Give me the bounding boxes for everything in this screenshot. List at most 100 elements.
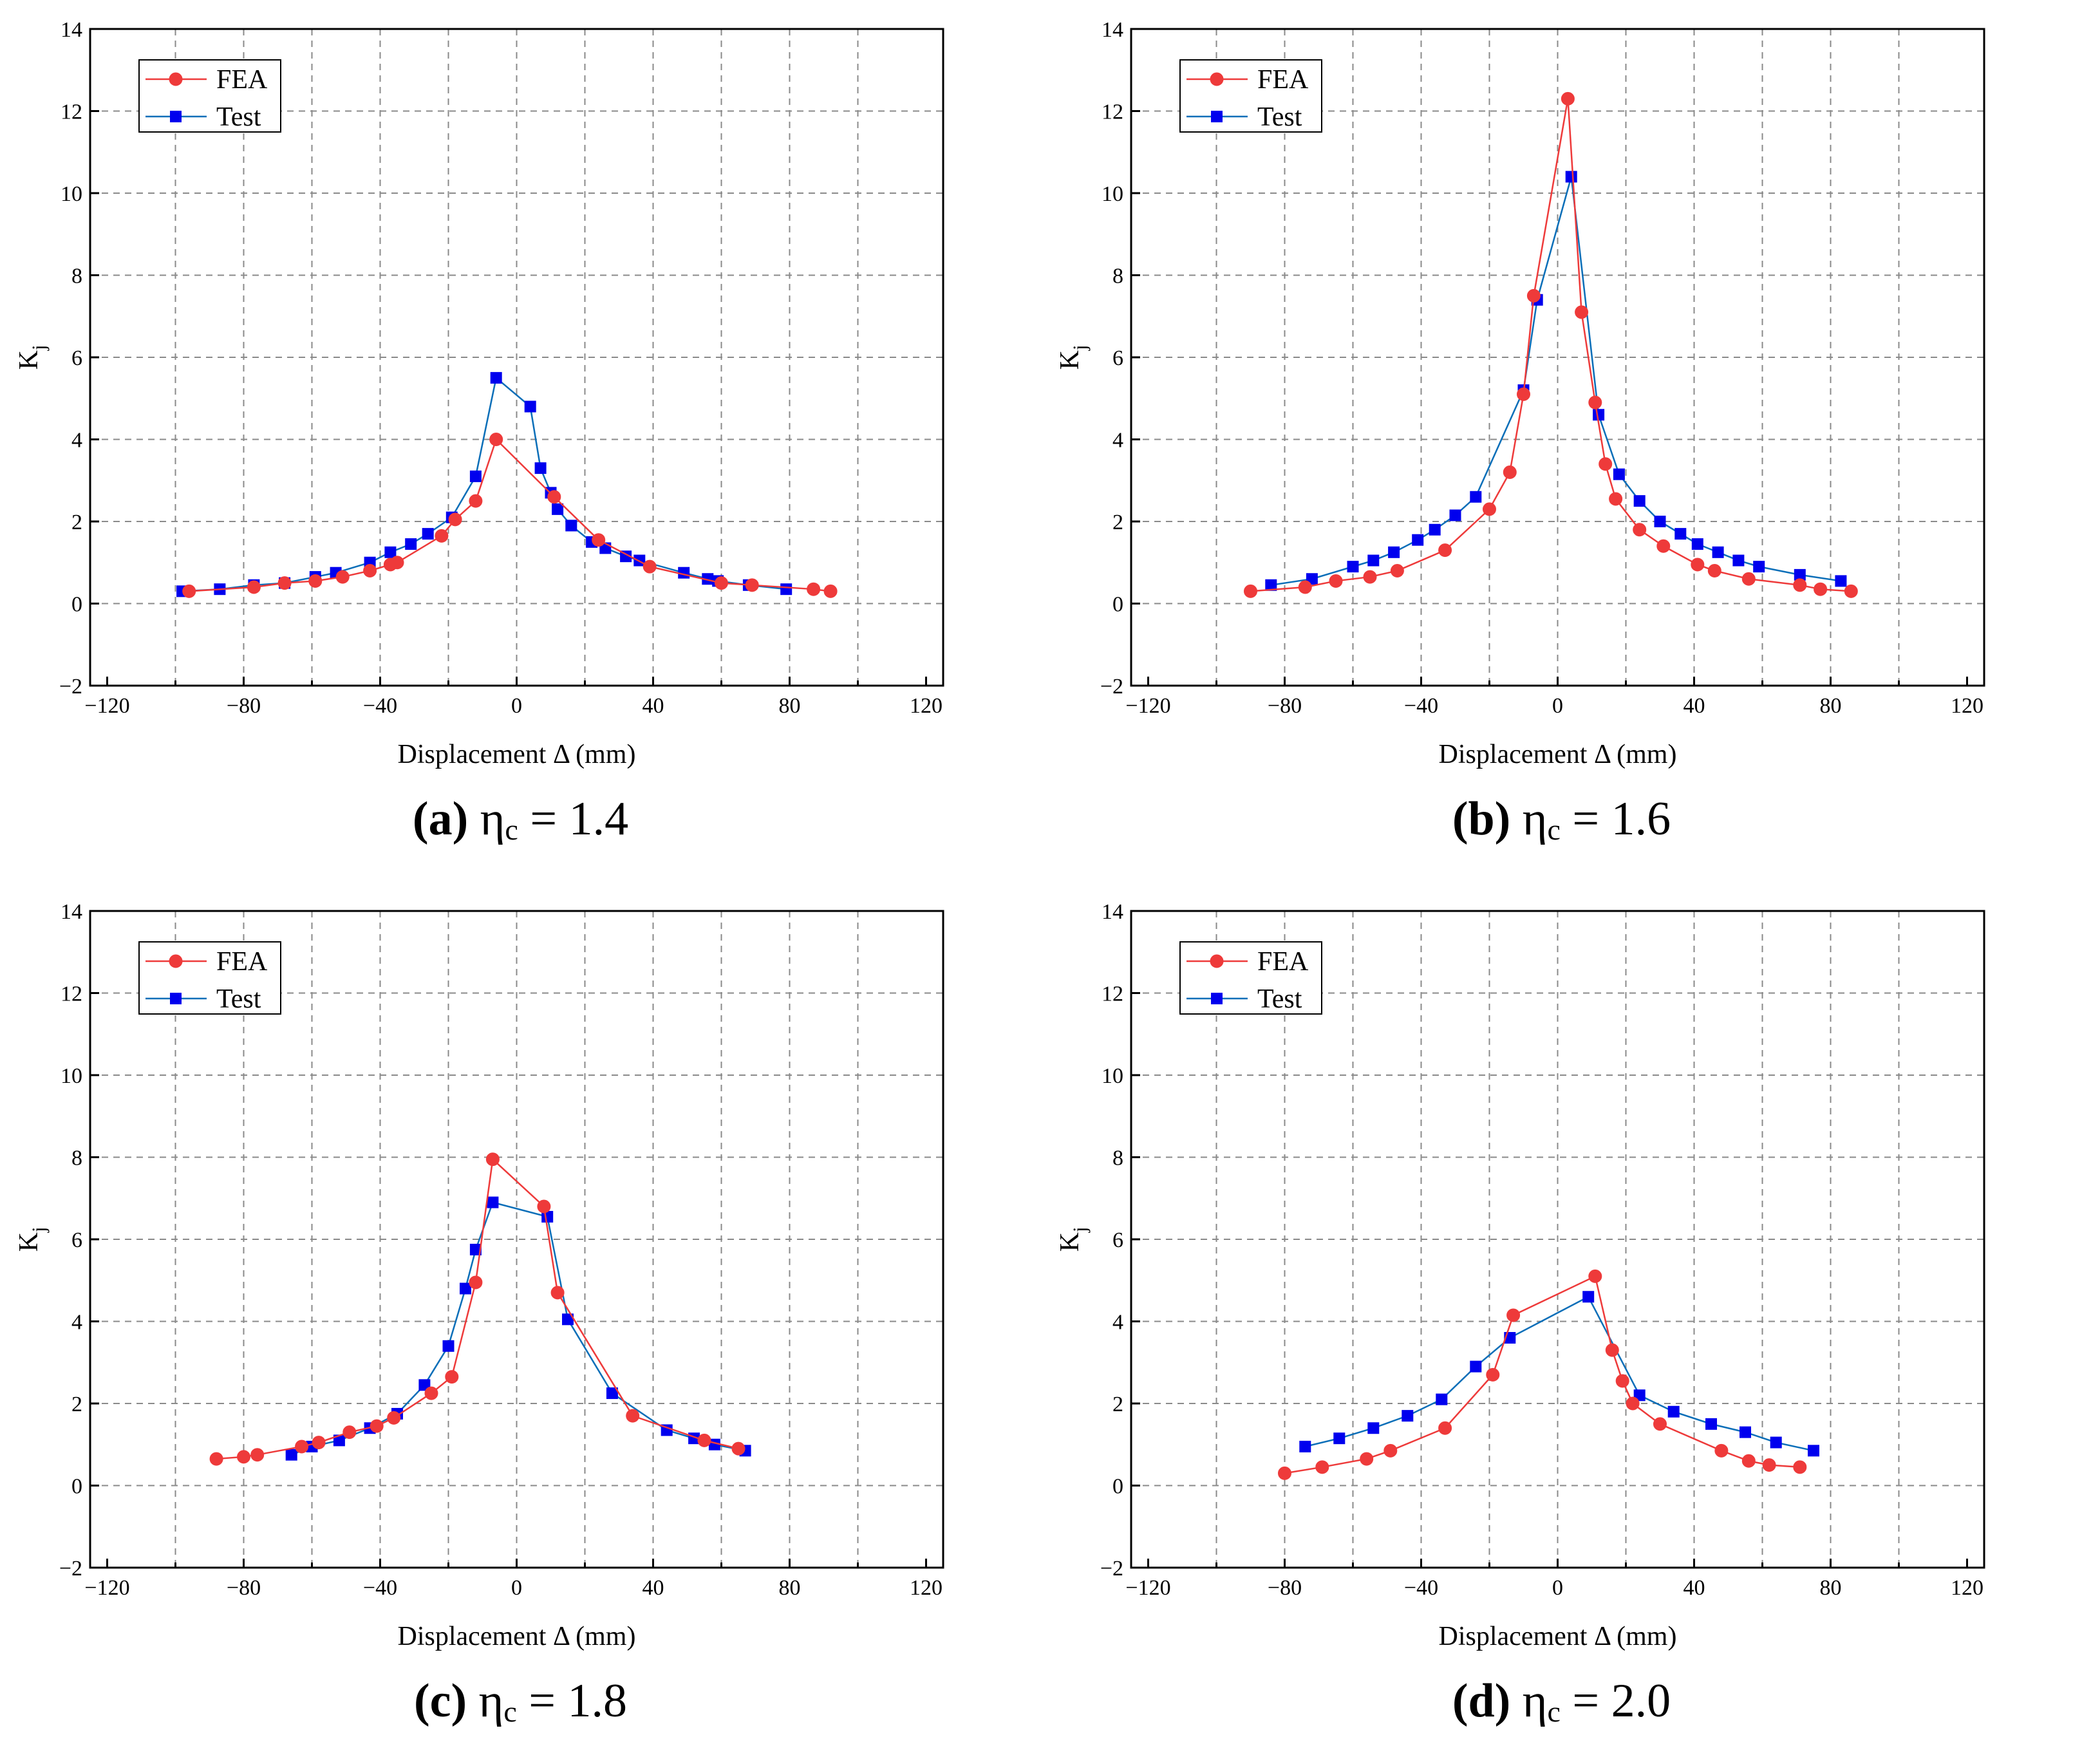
y-tick-label: −2 xyxy=(1100,675,1123,699)
data-point xyxy=(1793,578,1807,592)
y-tick-label: 4 xyxy=(1112,429,1123,453)
data-point xyxy=(552,503,564,515)
caption-value: 1.8 xyxy=(567,1675,628,1727)
data-point xyxy=(1333,1432,1346,1445)
data-point xyxy=(1565,171,1577,183)
data-point xyxy=(250,1448,265,1462)
caption-subscript: c xyxy=(503,1695,517,1728)
y-tick-label: 8 xyxy=(71,265,82,288)
data-point xyxy=(534,462,547,474)
data-point xyxy=(1390,564,1404,577)
y-tick-label: 10 xyxy=(61,1064,82,1088)
caption-symbol: η xyxy=(480,793,505,845)
data-point xyxy=(182,584,196,598)
data-point xyxy=(565,520,577,532)
data-point xyxy=(1741,1454,1756,1468)
y-tick-label: 10 xyxy=(61,182,82,206)
data-point xyxy=(550,1286,565,1300)
data-point xyxy=(642,559,657,574)
data-point xyxy=(1667,1405,1680,1418)
legend-label: Test xyxy=(1257,984,1302,1014)
x-tick-label: 0 xyxy=(511,694,522,718)
grid xyxy=(1131,29,1984,686)
y-tick-label: 8 xyxy=(71,1147,82,1170)
y-axis-title: Kj xyxy=(1055,1227,1091,1252)
data-point xyxy=(1517,387,1530,401)
data-point xyxy=(1770,1436,1782,1449)
y-tick-label: 10 xyxy=(1102,1064,1123,1088)
x-tick-label: −120 xyxy=(84,694,129,718)
x-tick-label: 120 xyxy=(910,694,943,718)
y-tick-label: 14 xyxy=(61,18,82,42)
data-point xyxy=(1653,1417,1667,1431)
y-tick-label: 2 xyxy=(71,511,82,534)
data-point xyxy=(606,1387,618,1400)
series-fea xyxy=(209,1152,746,1466)
data-point xyxy=(469,470,482,482)
grid xyxy=(1131,911,1984,1568)
x-tick-label: −40 xyxy=(363,1576,397,1600)
y-tick-label: 14 xyxy=(61,900,82,924)
y-tick-label: 6 xyxy=(1112,346,1123,370)
data-point xyxy=(370,1419,384,1433)
legend-marker xyxy=(1210,954,1224,968)
data-point xyxy=(1615,1374,1629,1388)
data-point xyxy=(1691,538,1703,550)
legend-marker xyxy=(1211,993,1223,1004)
y-tick-label: 12 xyxy=(61,982,82,1006)
data-point xyxy=(460,1282,471,1295)
data-point xyxy=(489,433,503,446)
caption-panel-label: (c) xyxy=(414,1675,467,1727)
x-tick-label: −40 xyxy=(1404,694,1438,718)
data-point xyxy=(285,1449,297,1461)
series-line xyxy=(1284,1275,1800,1474)
caption-subscript: c xyxy=(1547,813,1561,846)
x-tick-label: 40 xyxy=(642,694,664,718)
x-axis-title: Displacement Δ (mm) xyxy=(1439,1622,1677,1651)
y-axis-title: Kj xyxy=(14,345,50,370)
x-tick-label: 120 xyxy=(1951,1576,1984,1600)
y-tick-label: 8 xyxy=(1112,1147,1123,1170)
data-point xyxy=(442,1340,455,1352)
legend-marker xyxy=(170,111,182,122)
data-point xyxy=(1244,584,1257,598)
y-tick-label: 2 xyxy=(71,1393,82,1416)
data-point xyxy=(626,1409,640,1423)
data-point xyxy=(405,538,417,550)
caption-panel-label: (d) xyxy=(1452,1675,1511,1727)
data-point xyxy=(1674,528,1687,540)
caption-value: 1.4 xyxy=(568,793,629,845)
x-tick-label: −80 xyxy=(227,694,261,718)
x-tick-label: 80 xyxy=(1820,694,1842,718)
data-point xyxy=(1691,558,1705,572)
x-tick-label: 0 xyxy=(511,1576,522,1600)
data-point xyxy=(1609,492,1623,506)
y-tick-label: 0 xyxy=(71,1475,82,1499)
caption-b: (b) ηc = 1.6 xyxy=(1041,795,2082,845)
legend-box xyxy=(138,59,281,133)
series-fea xyxy=(1244,91,1858,598)
y-tick-label: 2 xyxy=(1112,511,1123,534)
data-point xyxy=(1298,580,1312,594)
data-point xyxy=(1265,579,1277,591)
caption-panel-label: (b) xyxy=(1452,793,1511,845)
x-tick-label: −80 xyxy=(1268,694,1302,718)
caption-subscript: c xyxy=(1547,1695,1561,1728)
x-tick-label: 120 xyxy=(910,1576,943,1600)
data-point xyxy=(435,529,449,543)
caption-value: 2.0 xyxy=(1611,1675,1671,1727)
data-point xyxy=(1438,1421,1452,1435)
x-tick-label: −40 xyxy=(363,694,397,718)
data-point xyxy=(422,528,434,540)
legend-label: FEA xyxy=(1257,947,1309,977)
x-tick-label: −120 xyxy=(1125,1576,1170,1600)
y-tick-label: 8 xyxy=(1112,265,1123,288)
data-point xyxy=(1402,1410,1414,1422)
legend-label: FEA xyxy=(1257,65,1309,95)
data-point xyxy=(1814,582,1828,596)
data-point xyxy=(823,584,838,598)
data-point xyxy=(1470,1360,1482,1373)
data-point xyxy=(807,582,821,596)
data-point xyxy=(592,533,606,547)
legend-marker xyxy=(169,72,183,86)
